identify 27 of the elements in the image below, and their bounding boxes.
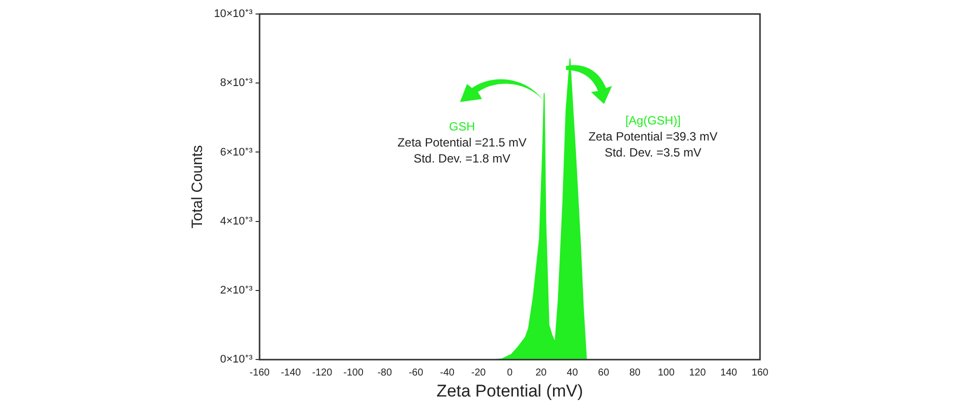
annotation: [Ag(GSH)] Zeta Potential =39.3 mV Std. Dev. =3.5 mV <box>588 113 718 160</box>
y-tick-label: 4×10⁺³ <box>220 215 253 228</box>
x-tick-label: 120 <box>689 367 706 378</box>
y-axis-title: Total Counts <box>189 145 206 228</box>
x-tick-label: 20 <box>535 367 548 378</box>
y-tick-label: 10×10⁺³ <box>214 8 253 20</box>
x-tick-label: -160 <box>250 367 270 378</box>
x-tick-label: -20 <box>471 367 486 378</box>
x-tick-label: 80 <box>629 367 641 378</box>
x-tick-label: -40 <box>440 367 455 378</box>
y-tick-label: 6×10⁺³ <box>220 146 253 158</box>
x-tick-label: -120 <box>312 367 333 378</box>
x-tick-label: -100 <box>343 367 364 378</box>
x-tick-label: -140 <box>280 367 302 378</box>
x-tick-label: -80 <box>377 367 392 378</box>
x-axis-title: Zeta Potential (mV) <box>436 381 584 400</box>
x-tick-label: 60 <box>598 367 610 378</box>
x-tick-label: 140 <box>720 367 738 378</box>
x-tick-label: 100 <box>658 367 675 378</box>
x-tick-label: 0 <box>507 367 513 378</box>
annotation: GSH Zeta Potential =21.5 mV Std. Dev. =1.8 mV <box>397 119 527 166</box>
x-tick-label: -60 <box>408 367 424 378</box>
x-tick-label: 40 <box>566 367 578 378</box>
y-tick-label: 0×10⁺³ <box>220 354 253 366</box>
y-tick-label: 2×10⁺³ <box>220 284 253 297</box>
y-tick-label: 8×10⁺³ <box>220 77 253 90</box>
x-tick-label: 160 <box>752 367 769 378</box>
